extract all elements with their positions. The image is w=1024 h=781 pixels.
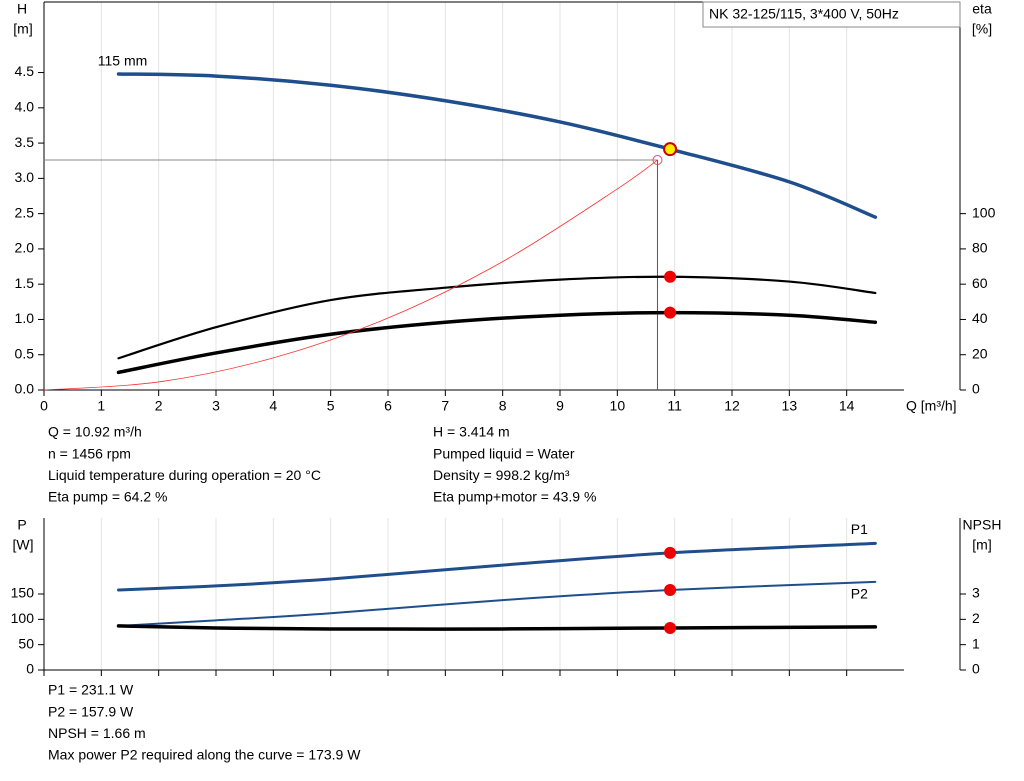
info-text: Eta pump+motor = 43.9 %	[433, 489, 596, 505]
info-text: H = 3.414 m	[433, 424, 510, 440]
y-tick-label: 1.0	[15, 310, 35, 326]
operating-point	[664, 270, 677, 283]
info-text: P1 = 231.1 W	[48, 682, 134, 698]
x-tick-label: 2	[155, 398, 163, 414]
x-tick-label: 5	[327, 398, 335, 414]
y2-tick-label: 80	[972, 240, 988, 256]
x-tick-label: 9	[556, 398, 564, 414]
chart-title: NK 32-125/115, 3*400 V, 50Hz	[709, 6, 899, 22]
y2-tick-label: 2	[972, 610, 980, 626]
info-text: Q = 10.92 m³/h	[48, 424, 142, 440]
y-tick-label: 4.0	[15, 99, 35, 115]
y-axis-unit: [W]	[13, 537, 34, 553]
info-text: Pumped liquid = Water	[433, 445, 575, 461]
curve	[116, 310, 878, 375]
x-tick-label: 3	[212, 398, 220, 414]
x-tick-label: 6	[384, 398, 392, 414]
curve	[116, 72, 878, 219]
y-tick-label: 3.0	[15, 169, 35, 185]
operating-point	[664, 306, 677, 319]
curve-label: P2	[851, 586, 868, 602]
y-tick-label: 1.5	[15, 275, 35, 291]
y2-tick-label: 1	[972, 635, 980, 651]
y2-tick-label: 20	[972, 345, 988, 361]
x-tick-label: 10	[610, 398, 626, 414]
y-tick-label: 100	[11, 610, 35, 626]
info-text: P2 = 157.9 W	[48, 703, 134, 719]
curve	[117, 275, 877, 360]
y2-tick-label: 100	[972, 204, 996, 220]
operating-point	[664, 546, 677, 559]
curve	[117, 541, 877, 592]
y-tick-label: 2.5	[15, 204, 35, 220]
x-tick-label: 7	[441, 398, 449, 414]
x-tick-label: 14	[839, 398, 855, 414]
title-box	[702, 1, 961, 28]
y2-tick-label: 40	[972, 310, 988, 326]
curve	[117, 580, 877, 627]
curve	[116, 624, 878, 631]
y2-tick-label: 60	[972, 275, 988, 291]
y-tick-label: 3.5	[15, 134, 35, 150]
x-tick-label: 12	[724, 398, 740, 414]
y-tick-label: 50	[18, 635, 34, 651]
y2-axis-label: NPSH	[963, 517, 1002, 533]
info-text: Eta pump = 64.2 %	[48, 489, 167, 505]
info-text: Liquid temperature during operation = 20…	[48, 467, 321, 483]
y-tick-label: 2.0	[15, 240, 35, 256]
x-tick-label: 13	[782, 398, 798, 414]
x-tick-label: 8	[499, 398, 507, 414]
y-tick-label: 150	[11, 585, 35, 601]
operating-point	[663, 142, 678, 157]
x-tick-label: 1	[97, 398, 105, 414]
duty-point	[652, 155, 663, 166]
y2-tick-label: 0	[972, 381, 980, 397]
curve-label: P1	[851, 521, 868, 537]
x-tick-label: 0	[40, 398, 48, 414]
y2-axis-unit: [%]	[972, 21, 992, 37]
y-tick-label: 0.0	[15, 381, 35, 397]
y2-tick-label: 0	[972, 661, 980, 677]
curve	[43, 159, 658, 391]
y-axis-label: P	[17, 517, 26, 533]
x-tick-label: 4	[269, 398, 277, 414]
operating-point	[664, 621, 677, 634]
info-text: NPSH = 1.66 m	[48, 725, 146, 741]
y-tick-label: 4.5	[15, 63, 35, 79]
y-axis-unit: [m]	[13, 21, 32, 37]
info-text: Density = 998.2 kg/m³	[433, 467, 570, 483]
x-axis-label: Q [m³/h]	[906, 398, 957, 414]
info-text: n = 1456 rpm	[48, 445, 131, 461]
operating-point	[664, 583, 677, 596]
y2-axis-label: eta	[972, 1, 992, 17]
x-tick-label: 11	[667, 398, 682, 414]
y-axis-label: H	[17, 1, 27, 17]
y2-tick-label: 3	[972, 585, 980, 601]
info-text: Max power P2 required along the curve = …	[48, 747, 361, 763]
y-tick-label: 0.5	[15, 345, 35, 361]
y2-axis-unit: [m]	[972, 537, 991, 553]
curve-label: 115 mm	[98, 53, 148, 69]
y-tick-label: 0	[26, 661, 34, 677]
